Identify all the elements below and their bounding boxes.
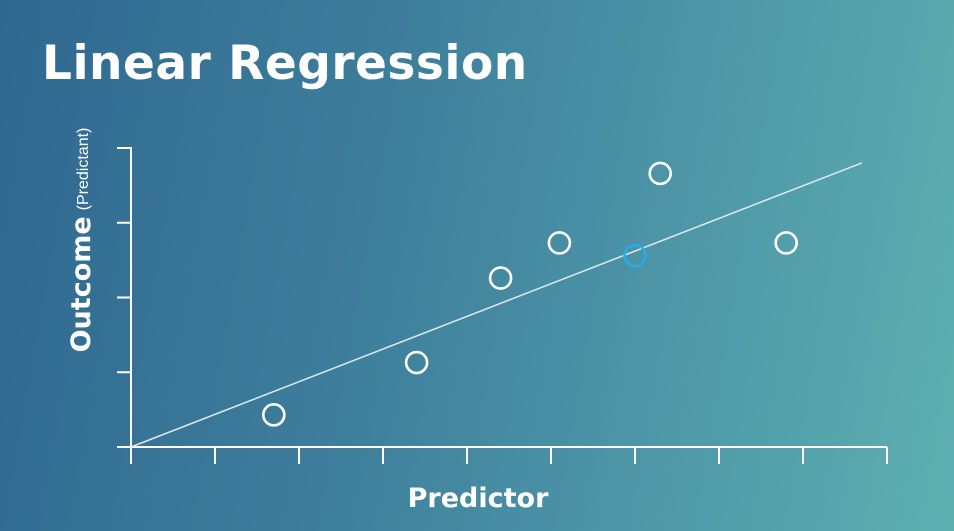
slide-title: Linear Regression	[42, 36, 528, 91]
chart-axes	[117, 147, 888, 464]
data-points-layer	[261, 161, 799, 427]
x-axis-label: Predictor	[408, 483, 549, 514]
regression-line	[130, 162, 863, 448]
data-point	[488, 266, 513, 290]
y-axis-label-note: (Predictant)	[75, 128, 92, 211]
data-point	[547, 231, 572, 255]
data-point	[774, 231, 799, 255]
data-point	[648, 161, 673, 186]
regression-line-layer	[130, 162, 863, 448]
data-point-highlighted	[623, 243, 647, 268]
y-axis-label-main: Outcome	[66, 216, 97, 352]
data-point	[261, 403, 286, 427]
y-axis-label: Outcome (Predictant)	[66, 128, 97, 353]
data-point	[404, 350, 429, 375]
